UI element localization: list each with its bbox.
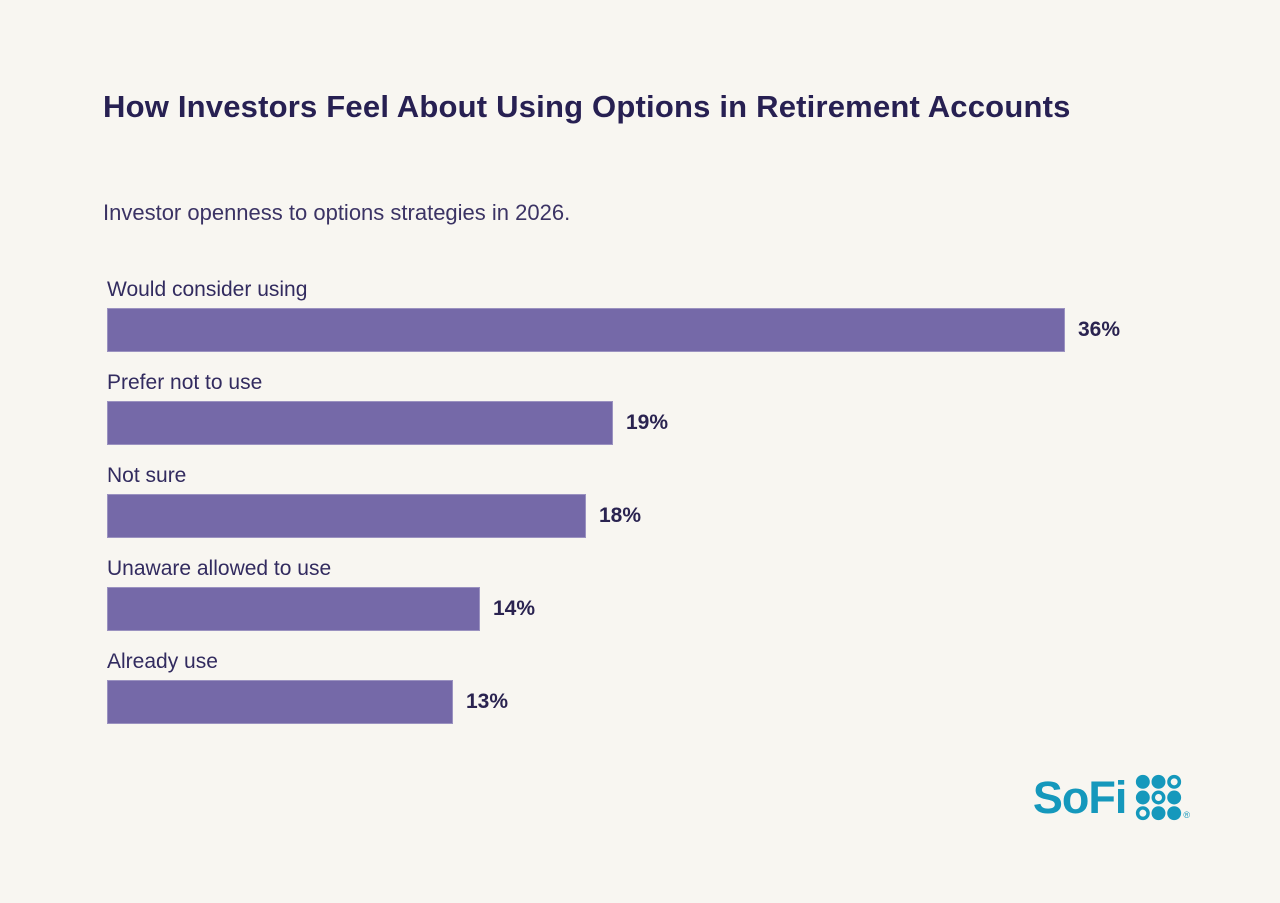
bar-group: Would consider using 36% (107, 277, 1187, 352)
bar (107, 680, 453, 724)
sofi-dots-icon (1135, 774, 1182, 821)
bar-value-label: 19% (626, 411, 669, 434)
bar (107, 494, 586, 538)
bar-category-label: Prefer not to use (107, 371, 263, 394)
bar-value-label: 13% (466, 690, 509, 713)
bar-category-label: Already use (107, 650, 218, 673)
bar-group: Not sure 18% (107, 463, 1187, 538)
bar-value-label: 18% (599, 504, 642, 527)
horizontal-bar-chart: Would consider using 36% Prefer not to use… (107, 277, 1187, 742)
sofi-logo: SoFi ® (1033, 774, 1190, 821)
bar-row: 18% (107, 494, 1187, 538)
bar-group: Prefer not to use 19% (107, 370, 1187, 445)
bar-value-label: 14% (493, 597, 536, 620)
bar-group: Unaware allowed to use 14% (107, 556, 1187, 631)
bar (107, 401, 613, 445)
bar-row: 19% (107, 401, 1187, 445)
bar (107, 587, 480, 631)
chart-title: How Investors Feel About Using Options i… (103, 89, 1071, 124)
registered-trademark: ® (1183, 810, 1190, 820)
bar-row: 13% (107, 680, 1187, 724)
bar-category-label: Not sure (107, 464, 187, 487)
bar-value-label: 36% (1078, 318, 1121, 341)
bar (107, 308, 1065, 352)
chart-subtitle: Investor openness to options strategies … (103, 200, 571, 225)
bar-row: 14% (107, 587, 1187, 631)
bar-group: Already use 13% (107, 649, 1187, 724)
bar-category-label: Unaware allowed to use (107, 557, 332, 580)
sofi-wordmark: SoFi (1032, 772, 1127, 823)
bar-category-label: Would consider using (107, 278, 308, 301)
bar-row: 36% (107, 308, 1187, 352)
